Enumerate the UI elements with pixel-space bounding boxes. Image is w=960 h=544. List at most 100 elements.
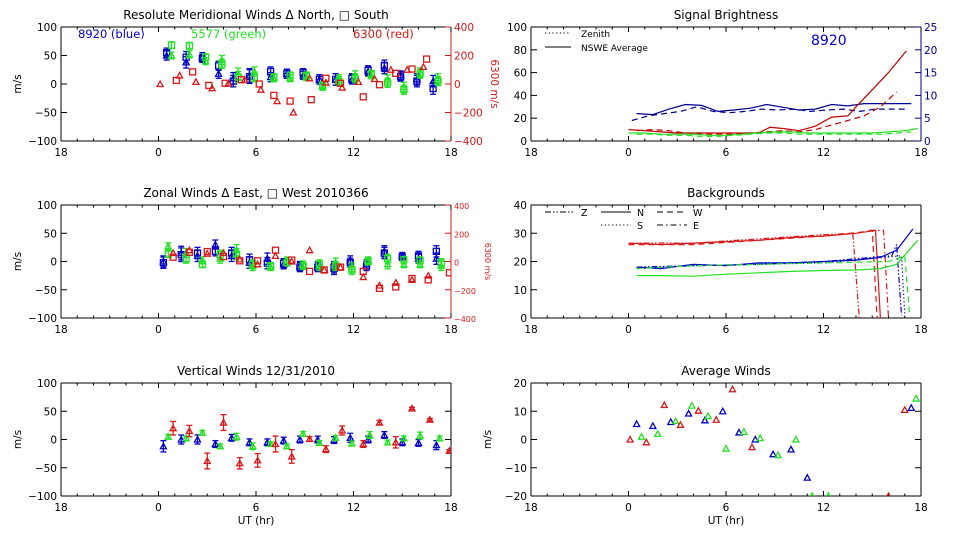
data-point-square xyxy=(424,276,432,284)
data-point-square xyxy=(270,73,278,81)
y2-tick-label: 20 xyxy=(924,45,937,57)
data-point-square xyxy=(167,41,176,49)
y-tick-label: 50 xyxy=(44,228,57,240)
data-point-square xyxy=(400,256,408,264)
y2-axis-label: 6300 m/s xyxy=(483,243,492,281)
chart-title: Average Winds xyxy=(681,364,771,378)
data-point-square xyxy=(172,76,181,85)
data-point-square xyxy=(236,257,244,265)
data-point-triangle xyxy=(375,418,384,426)
data-point-triangle xyxy=(728,384,737,393)
plot-area xyxy=(626,384,921,496)
data-point-triangle xyxy=(315,438,324,447)
x-tick-label: 18 xyxy=(54,324,67,336)
data-point-triangle xyxy=(364,435,373,443)
x-tick-label: 6 xyxy=(253,147,260,159)
data-point-triangle xyxy=(331,433,340,441)
data-point-triangle xyxy=(295,435,304,443)
data-point-triangle xyxy=(386,65,395,73)
data-point-square xyxy=(286,71,294,80)
data-point-triangle xyxy=(739,427,748,436)
y2-tick-label: 15 xyxy=(924,68,937,80)
y-tick-label: 100 xyxy=(37,22,57,34)
plot-area xyxy=(159,239,451,292)
data-point-square xyxy=(336,79,345,87)
data-point-square xyxy=(270,91,278,100)
data-line xyxy=(628,229,878,318)
data-point-triangle xyxy=(169,248,178,257)
series-6300 xyxy=(169,404,451,470)
data-point-triangle xyxy=(216,441,225,450)
data-point-triangle xyxy=(791,435,800,443)
chart-title: Zonal Winds Δ East, □ West 2010366 xyxy=(143,186,368,200)
series-6300-w xyxy=(628,229,878,318)
data-point-triangle xyxy=(632,419,641,428)
data-point-triangle xyxy=(414,438,423,447)
y-tick-label: 0 xyxy=(520,313,527,325)
y2-tick-label: 200 xyxy=(454,51,474,63)
x-tick-label: 18 xyxy=(914,147,927,159)
data-point-square xyxy=(315,260,324,268)
data-point-triangle xyxy=(177,435,186,443)
y-axis-label: m/s xyxy=(12,74,24,93)
data-point-triangle xyxy=(734,428,744,436)
data-point-triangle xyxy=(305,73,314,82)
y-tick-label: −10 xyxy=(505,463,527,475)
series-6300-zenith xyxy=(636,91,898,135)
data-point-triangle xyxy=(214,69,223,77)
data-point-triangle xyxy=(642,437,651,446)
series-6300-e xyxy=(869,229,890,318)
data-point-triangle xyxy=(380,430,389,439)
data-point-square xyxy=(203,247,211,256)
data-point-triangle xyxy=(912,394,921,402)
data-point-triangle xyxy=(786,445,796,453)
data-point-triangle xyxy=(164,241,173,250)
y-tick-label: 60 xyxy=(514,68,527,80)
data-point-triangle xyxy=(370,74,379,83)
chart-title: Resolute Meridional Winds Δ North, □ Sou… xyxy=(123,8,389,22)
data-point-triangle xyxy=(346,433,355,441)
data-point-triangle xyxy=(271,439,280,448)
data-line xyxy=(636,131,912,137)
plot-area xyxy=(156,41,443,116)
x-tick-label: 18 xyxy=(444,324,457,336)
data-point-square xyxy=(367,70,376,78)
series-5577-south xyxy=(167,41,442,95)
y-tick-label: 0 xyxy=(50,257,57,269)
data-point-triangle xyxy=(803,473,812,481)
data-point-square xyxy=(198,260,207,268)
data-point-square xyxy=(201,53,210,61)
data-point-square xyxy=(320,266,328,274)
y-tick-label: 10 xyxy=(514,406,527,418)
data-line xyxy=(628,50,907,134)
y2-tick-label: −400 xyxy=(454,136,483,148)
data-point-square xyxy=(219,252,228,261)
y2-tick-label: 0 xyxy=(454,79,461,91)
data-point-square xyxy=(159,258,168,267)
data-point-triangle xyxy=(164,432,173,440)
data-point-square xyxy=(437,259,445,267)
y-tick-label: −100 xyxy=(28,491,57,503)
data-point-square xyxy=(416,70,424,78)
y-tick-label: 20 xyxy=(514,257,527,269)
y-tick-label: −100 xyxy=(28,313,57,325)
data-point-triangle xyxy=(769,449,778,458)
data-point-triangle xyxy=(191,77,200,86)
data-point-triangle xyxy=(399,434,408,442)
data-point-triangle xyxy=(289,108,298,116)
x-tick-label: 18 xyxy=(914,502,927,514)
y-axis-label: m/s xyxy=(482,430,494,449)
y2-tick-label: 0 xyxy=(454,259,459,268)
chart-title: Signal Brightness xyxy=(674,8,779,22)
data-point-square xyxy=(218,60,226,68)
data-point-triangle xyxy=(704,411,713,420)
x-tick-label: 6 xyxy=(723,502,730,514)
data-point-square xyxy=(359,93,367,101)
data-point-square xyxy=(429,84,437,93)
y2-tick-label: 400 xyxy=(454,22,474,34)
data-line xyxy=(636,244,903,316)
data-point-triangle xyxy=(156,79,165,88)
panel-meridional: Resolute Meridional Winds Δ North, □ Sou… xyxy=(12,8,500,159)
data-point-triangle xyxy=(282,441,291,450)
